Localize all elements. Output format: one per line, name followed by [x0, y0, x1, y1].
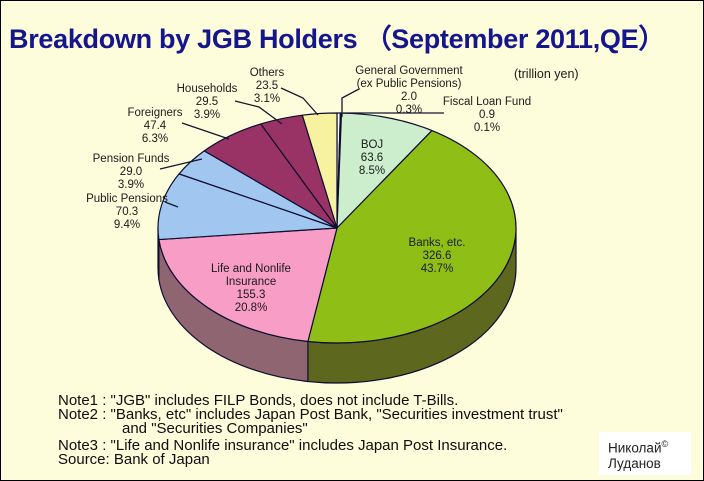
source-line: Source: Bank of Japan: [58, 450, 210, 468]
slice-label-2: BOJ 63.6 8.5%: [359, 139, 385, 177]
note-line: Note3 : "Life and Nonlife insurance" inc…: [58, 436, 508, 454]
leader-line-8: [234, 100, 283, 125]
slice-label-6: Pension Funds 29.0 3.9%: [93, 153, 170, 191]
notes-block: Note1 : "JGB" includes FILP Bonds, does …: [58, 392, 563, 468]
note-line: Note2 : "Banks, etc" includes Japan Post…: [58, 406, 563, 424]
slice-label-3: Banks, etc. 326.6 43.7%: [409, 237, 466, 275]
slice-label-5: Public Pensions 70.3 9.4%: [86, 193, 168, 231]
watermark-surname: Луданов: [608, 455, 661, 471]
note-line: Note1 : "JGB" includes FILP Bonds, does …: [58, 392, 459, 409]
pie-slice-3: [307, 129, 517, 344]
leader-line-6: [159, 158, 203, 170]
leader-line-9: [280, 87, 319, 116]
chart-title: Breakdown by JGB Holders （September 2011…: [9, 24, 666, 54]
slice-label-8: Households 29.5 3.9%: [177, 83, 238, 121]
slice-label-7: Foreigners 47.4 6.3%: [128, 107, 183, 145]
pie-slice-4: [158, 227, 338, 343]
pie-slice-5: [157, 173, 338, 241]
leader-line-7: [181, 122, 230, 140]
note-line: and "Securities Companies": [122, 420, 308, 438]
unit-label: (trillion yen): [514, 67, 579, 81]
author-watermark: Николай© Луданов: [599, 432, 691, 475]
leader-line-0: [341, 88, 360, 117]
copyright-symbol: ©: [661, 439, 669, 449]
leader-line-5: [164, 201, 179, 208]
watermark-name: Николай: [608, 440, 662, 456]
pie-slice-9: [301, 112, 338, 229]
slice-label-4: Life and Nonlife Insurance 155.3 20.8%: [211, 263, 291, 314]
slice-label-9: Others 23.5 3.1%: [250, 67, 285, 105]
slice-label-0: General Government (ex Public Pensions) 2.…: [355, 65, 463, 116]
slice-label-1: Fiscal Loan Fund 0.9 0.1%: [443, 96, 531, 134]
